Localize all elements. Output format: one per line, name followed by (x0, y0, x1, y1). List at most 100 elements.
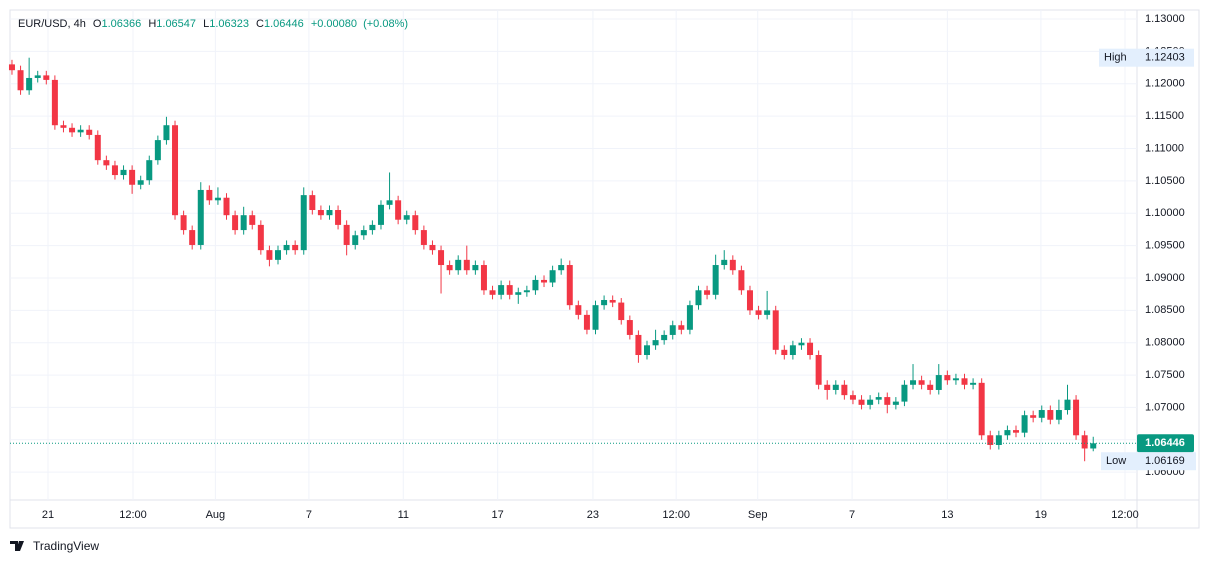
candle-body (1047, 410, 1054, 420)
candle-body (146, 160, 153, 181)
ohlc-letter: O (93, 18, 102, 30)
candle-body (1073, 399, 1080, 436)
candle-body (420, 230, 427, 245)
candle-body (489, 290, 496, 295)
y-tick-label: 1.09500 (1145, 240, 1185, 252)
x-tick-label: 7 (306, 509, 312, 521)
candle-body (541, 279, 548, 283)
x-tick-label: 11 (398, 509, 409, 521)
candle-body (721, 259, 728, 266)
candle-body (592, 305, 599, 330)
candle-body (1081, 435, 1088, 449)
candle-body (772, 310, 779, 350)
x-tick-label: Sep (748, 509, 768, 521)
candle-body (1055, 410, 1062, 420)
candle-body (326, 210, 333, 216)
candle-body (274, 250, 281, 260)
candle-body (438, 250, 445, 266)
y-tick-label: 1.08500 (1145, 304, 1185, 316)
candle-body (386, 200, 393, 205)
candle-body (352, 235, 359, 245)
candle-body (884, 397, 891, 405)
ohlc-value: 1.06446 (264, 18, 304, 30)
candle-body (180, 215, 187, 231)
current-price-label: 1.06446 (1145, 437, 1185, 449)
candle-body (558, 265, 565, 271)
candle-body (189, 230, 196, 245)
marker-label: Low (1106, 455, 1126, 467)
candle-body (970, 382, 977, 385)
candle-body (472, 265, 479, 271)
candles (8, 57, 1097, 462)
symbol: EUR/USD, 4h (18, 18, 86, 30)
y-tick-label: 1.09000 (1145, 272, 1185, 284)
candle-body (944, 375, 951, 381)
candle-body (635, 334, 642, 356)
x-tick-label: Aug (206, 509, 226, 521)
candle-body (403, 215, 410, 220)
candle-body (669, 325, 676, 335)
x-tick-label: 19 (1035, 509, 1047, 521)
candle-body (283, 244, 290, 251)
candle-body (1064, 399, 1071, 411)
candle-body (232, 215, 239, 231)
candle-body (987, 435, 994, 445)
candle-body (197, 189, 204, 245)
candle-body (412, 215, 419, 231)
candle-body (300, 195, 307, 251)
candle-body (515, 292, 522, 295)
candle-body (480, 265, 487, 291)
candle-body (77, 129, 84, 133)
candle-body (360, 230, 367, 236)
candle-body (455, 259, 462, 271)
candle-body (249, 215, 256, 225)
candle-body (343, 224, 350, 245)
candle-body (858, 399, 865, 405)
candle-body (309, 195, 316, 211)
y-tick-label: 1.07000 (1145, 401, 1185, 413)
candle-body (257, 224, 264, 251)
x-tick-label: 17 (492, 509, 504, 521)
candle-body (8, 64, 15, 71)
candle-body (292, 244, 299, 251)
candle-body (583, 314, 590, 330)
candle-body (206, 189, 213, 201)
candle-body (172, 125, 179, 216)
ohlc-letter: L (203, 18, 209, 30)
candle-body (764, 310, 771, 315)
change-percent: (+0.08%) (363, 18, 408, 30)
x-tick-label: 7 (849, 509, 855, 521)
candle-body (644, 345, 650, 356)
candle-body (695, 290, 702, 306)
candle-body (927, 384, 934, 390)
ohlc-value: 1.06366 (101, 18, 141, 30)
ohlc-value: 1.06323 (209, 18, 249, 30)
candle-body (961, 378, 968, 385)
candle-body (377, 204, 384, 225)
candle-body (867, 399, 874, 405)
candle-body (17, 70, 24, 91)
y-tick-label: 1.12000 (1145, 78, 1185, 90)
candle-body (214, 197, 221, 201)
candle-body (566, 265, 573, 306)
x-tick-label: 13 (941, 509, 953, 521)
candle-body (1030, 415, 1037, 418)
candle-body (626, 320, 633, 335)
ohlc-letter: C (256, 18, 264, 30)
y-tick-label: 1.11500 (1145, 110, 1184, 122)
candle-body (824, 384, 831, 390)
change: +0.00080 (311, 18, 357, 30)
x-tick-label: 23 (587, 509, 599, 521)
candle-body (1004, 430, 1011, 436)
candle-body (137, 180, 144, 185)
marker-label: High (1104, 52, 1127, 64)
candle-body (712, 265, 719, 295)
candle-body (841, 384, 848, 396)
candle-body (686, 305, 693, 330)
candle-body (26, 77, 33, 91)
candle-body (223, 197, 230, 216)
candle-body (746, 290, 753, 311)
candle-body (429, 244, 436, 251)
marker-badge (1099, 48, 1194, 67)
